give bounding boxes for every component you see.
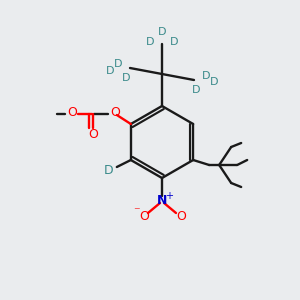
Text: D: D (210, 77, 218, 87)
Text: D: D (158, 27, 166, 37)
Text: O: O (110, 106, 120, 119)
Text: D: D (106, 66, 114, 76)
Text: O: O (67, 106, 77, 119)
Text: D: D (170, 37, 178, 47)
Text: D: D (202, 71, 210, 81)
Text: D: D (192, 85, 200, 95)
Text: N: N (157, 194, 167, 206)
Text: D: D (146, 37, 154, 47)
Text: O: O (88, 128, 98, 140)
Text: D: D (104, 164, 114, 176)
Text: O: O (176, 209, 186, 223)
Text: D: D (122, 73, 130, 83)
Text: ⁻: ⁻ (133, 206, 139, 218)
Text: O: O (139, 209, 149, 223)
Text: D: D (114, 59, 122, 69)
Text: +: + (165, 191, 173, 201)
